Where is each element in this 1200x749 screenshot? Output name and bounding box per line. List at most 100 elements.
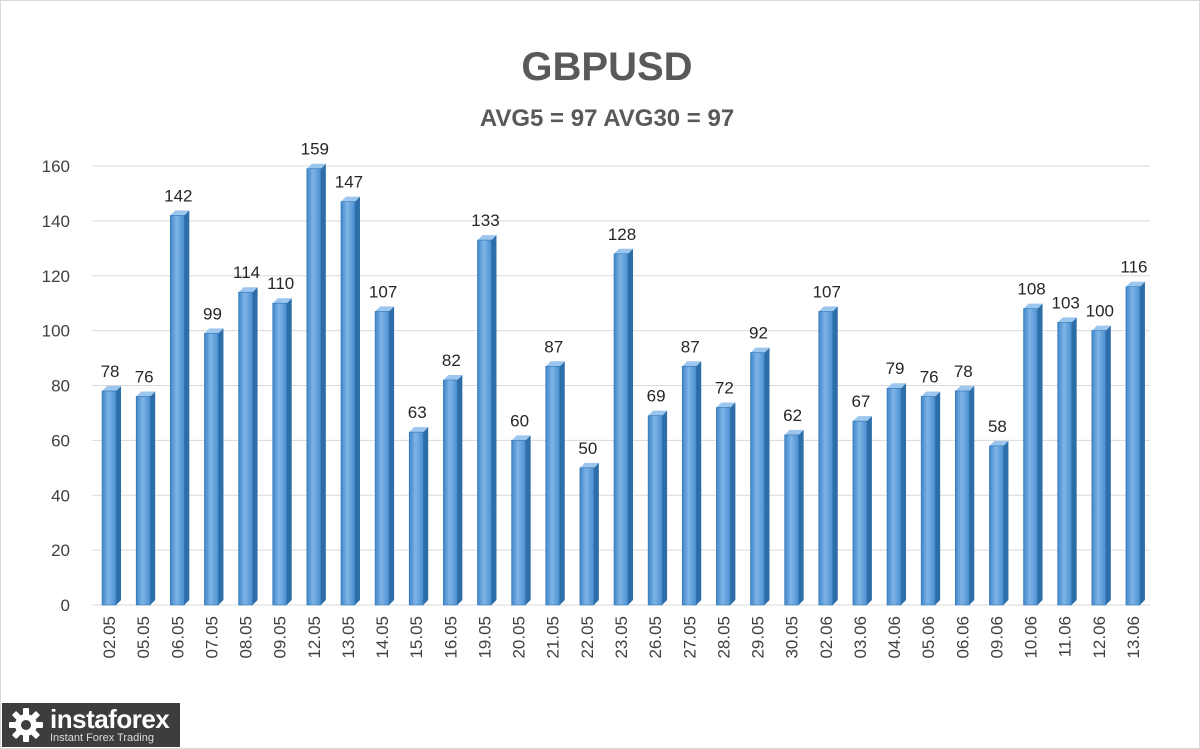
bar-22.05: [579, 462, 599, 606]
bar-front: [511, 440, 526, 606]
data-label: 78: [101, 362, 120, 381]
bar-11.06: [1057, 317, 1077, 606]
data-label: 159: [301, 140, 329, 159]
bar-side: [525, 435, 531, 605]
bar-top: [579, 462, 599, 468]
x-tick-label: 06.05: [168, 616, 187, 659]
bar-side: [559, 361, 565, 605]
bar-front: [989, 445, 1004, 606]
bar-top: [272, 298, 292, 304]
bar-side: [286, 298, 292, 605]
bar-side: [1003, 440, 1009, 605]
data-label: 78: [954, 362, 973, 381]
gear-icon: [9, 708, 43, 742]
data-label: 147: [335, 173, 363, 192]
bar-20.05: [511, 435, 531, 606]
bar-side: [901, 383, 907, 605]
bar-side: [730, 402, 736, 605]
bar-side: [423, 427, 429, 605]
data-label: 69: [647, 387, 666, 406]
bar-top: [477, 235, 497, 241]
bar-top: [887, 383, 907, 389]
bar-top: [545, 361, 565, 367]
y-tick-label: 100: [42, 322, 70, 341]
bar-side: [593, 462, 599, 605]
bar-front: [408, 431, 424, 606]
bar-09.06: [989, 440, 1009, 606]
x-tick-label: 02.06: [817, 616, 836, 659]
bar-front: [545, 365, 561, 606]
bar-front: [204, 333, 219, 606]
data-label: 82: [442, 351, 461, 370]
chart-subtitle: AVG5 = 97 AVG30 = 97: [480, 105, 734, 132]
y-tick-label: 60: [51, 431, 70, 450]
data-label: 128: [608, 225, 636, 244]
data-label: 110: [267, 274, 294, 293]
bar-05.05: [135, 391, 156, 606]
bar-27.05: [681, 361, 702, 606]
bar-side: [1071, 317, 1077, 605]
bar-front: [613, 253, 629, 606]
bar-side: [935, 391, 941, 605]
x-tick-label: 20.05: [510, 616, 529, 659]
data-label: 142: [164, 186, 192, 205]
bar-top: [784, 429, 804, 435]
x-tick-label: 07.05: [202, 616, 221, 659]
bar-top: [238, 287, 258, 293]
bar-top: [511, 435, 531, 441]
bar-side: [116, 385, 122, 605]
bar-side: [150, 391, 156, 605]
bar-23.05: [613, 248, 633, 606]
data-label: 116: [1120, 258, 1147, 277]
bar-29.05: [750, 347, 770, 606]
x-tick-label: 26.05: [646, 616, 665, 659]
bar-front: [443, 379, 458, 606]
bar-side: [764, 347, 770, 605]
data-label: 133: [471, 211, 499, 230]
x-tick-label: 16.05: [441, 616, 460, 659]
x-tick-label: 12.05: [305, 616, 324, 659]
bar-top: [989, 440, 1009, 446]
y-tick-label: 40: [51, 486, 70, 505]
data-label: 62: [783, 406, 802, 425]
y-tick-label: 140: [42, 212, 70, 231]
bar-front: [374, 311, 390, 606]
bar-top: [204, 328, 224, 334]
y-tick-label: 120: [42, 267, 70, 286]
bar-front: [1125, 286, 1141, 606]
x-tick-label: 09.06: [987, 616, 1006, 659]
bars: [101, 163, 1145, 606]
data-label: 72: [715, 378, 734, 397]
bar-side: [1037, 303, 1043, 605]
bar-13.05: [340, 196, 360, 606]
bar-13.06: [1125, 281, 1145, 606]
bar-top: [818, 306, 838, 312]
bar-28.05: [716, 402, 736, 606]
data-label: 87: [681, 337, 700, 356]
bar-top: [1023, 303, 1043, 309]
logo-tagline: Instant Forex Trading: [50, 732, 154, 744]
x-tick-label: 21.05: [544, 616, 563, 659]
bar-02.06: [818, 306, 838, 606]
x-tick-label: 14.05: [373, 616, 392, 659]
data-label: 114: [233, 263, 260, 282]
bar-top: [340, 196, 360, 202]
bar-19.05: [477, 235, 497, 606]
x-tick-label: 09.05: [271, 616, 290, 659]
data-label: 99: [203, 304, 222, 323]
x-axis-ticks: 02.05 05.05 06.05 07.05 08.05 09.05 12.05 13.05…: [100, 616, 1143, 659]
data-label: 58: [988, 417, 1007, 436]
bar-16.05: [443, 375, 463, 606]
logo-name: instaforex: [50, 704, 170, 734]
bar-09.05: [272, 298, 292, 606]
bar-side: [866, 416, 872, 605]
bar-front: [340, 201, 356, 606]
data-label: 60: [510, 411, 529, 430]
bar-front: [716, 407, 731, 606]
bar-top: [750, 347, 770, 353]
bar-06.05: [170, 210, 190, 606]
bar-top: [375, 306, 395, 312]
x-tick-label: 12.06: [1090, 616, 1109, 659]
data-label: 107: [369, 282, 397, 301]
bar-top: [852, 416, 872, 422]
